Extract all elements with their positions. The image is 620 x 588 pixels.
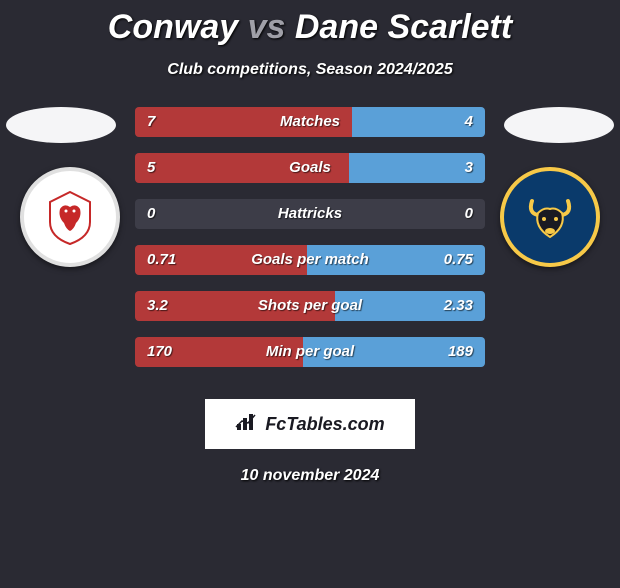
comparison-arena: 74Matches 53Goals 00Hattricks 0.710.75Goals… <box>0 107 620 387</box>
stat-bars: 74Matches 53Goals 00Hattricks 0.710.75Goals… <box>135 107 485 383</box>
ox-head-icon <box>520 187 580 247</box>
stat-label: Goals <box>135 153 485 183</box>
team-badge-left <box>20 167 120 267</box>
stat-label: Shots per goal <box>135 291 485 321</box>
stat-label: Hattricks <box>135 199 485 229</box>
footer-text: FcTables.com <box>265 414 384 435</box>
stat-label: Min per goal <box>135 337 485 367</box>
lion-crest-icon <box>40 187 100 247</box>
stat-row: 3.22.33Shots per goal <box>135 291 485 321</box>
stat-label: Matches <box>135 107 485 137</box>
title-player1: Conway <box>108 8 238 46</box>
team-badge-right <box>500 167 600 267</box>
stat-row: 0.710.75Goals per match <box>135 245 485 275</box>
bar-chart-icon <box>235 412 259 437</box>
title-player2: Dane Scarlett <box>295 8 512 46</box>
comparison-title: Conway vs Dane Scarlett <box>0 8 620 47</box>
right-pedestal <box>504 107 614 143</box>
stat-row: 74Matches <box>135 107 485 137</box>
date-label: 10 november 2024 <box>0 467 620 485</box>
stat-row: 53Goals <box>135 153 485 183</box>
stat-row: 00Hattricks <box>135 199 485 229</box>
title-vs: vs <box>248 8 286 46</box>
subtitle: Club competitions, Season 2024/2025 <box>0 61 620 79</box>
left-pedestal <box>6 107 116 143</box>
footer-attribution: FcTables.com <box>205 399 415 449</box>
stat-row: 170189Min per goal <box>135 337 485 367</box>
stat-label: Goals per match <box>135 245 485 275</box>
